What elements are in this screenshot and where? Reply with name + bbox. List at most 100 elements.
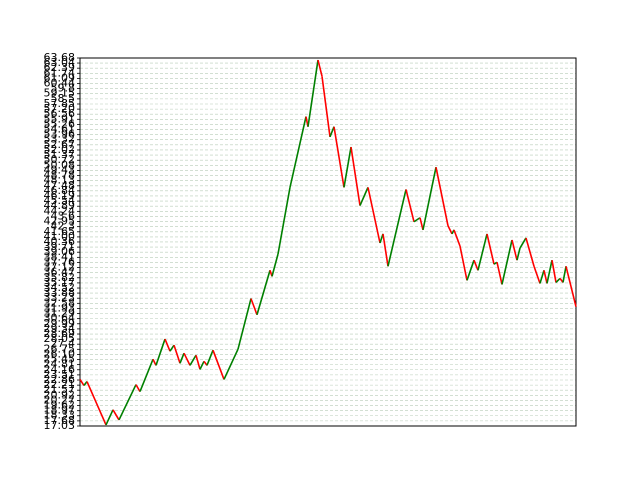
- y-tick-label: 44.89: [44, 199, 76, 212]
- line-segment: [562, 266, 567, 283]
- y-tick-label: 38.41: [44, 250, 76, 263]
- line-segment: [539, 270, 545, 284]
- line-segment: [152, 358, 157, 366]
- line-segment: [173, 344, 181, 364]
- y-tick-label: 26.10: [44, 347, 76, 360]
- y-tick-label: 35.82: [44, 271, 76, 284]
- y-tick-label: 44.24: [44, 204, 76, 217]
- y-tick-label: 42.95: [44, 215, 76, 228]
- y-tick-label: 59.8: [51, 82, 76, 95]
- line-segment: [459, 245, 468, 281]
- line-segment: [435, 167, 449, 226]
- y-tick-label: 25.45: [44, 353, 76, 366]
- y-tick-label: 50.72: [44, 153, 76, 166]
- y-tick-label: 28.69: [44, 327, 76, 340]
- line-segment: [422, 167, 437, 231]
- y-tick-label: 37.76: [44, 255, 76, 268]
- line-segment: [419, 217, 424, 231]
- y-tick-label: 62.39: [44, 61, 76, 74]
- y-tick-label: 51.37: [44, 148, 76, 161]
- y-tick-label: 39.06: [44, 245, 76, 258]
- y-tick-label: 20.92: [44, 388, 76, 401]
- y-tick-label: 48.78: [44, 169, 76, 182]
- y-tick-label: 27.4: [51, 337, 76, 350]
- line-segment: [525, 237, 535, 267]
- y-tick-label: 35.17: [44, 276, 76, 289]
- line-segment: [105, 409, 114, 426]
- line-segment: [565, 266, 577, 307]
- line-segment: [155, 338, 166, 366]
- line-segment: [496, 262, 503, 285]
- y-tick-label: 50.08: [44, 158, 76, 171]
- line-segment: [453, 229, 461, 247]
- line-segment: [256, 270, 271, 315]
- line-segment: [501, 239, 513, 285]
- line-segment: [473, 259, 479, 271]
- y-tick-label: 52.67: [44, 138, 76, 151]
- line-segment: [212, 349, 225, 380]
- y-tick-label: 26.75: [44, 342, 76, 355]
- line-segment: [289, 116, 307, 188]
- y-tick-label: 40.36: [44, 235, 76, 248]
- line-segment: [206, 349, 214, 366]
- y-tick-label: 41.00: [44, 230, 76, 243]
- y-tick-label: 48.13: [44, 174, 76, 187]
- y-tick-label: 57.85: [44, 97, 76, 110]
- y-tick-label: 45.54: [44, 194, 76, 207]
- y-tick-label: 37.12: [44, 261, 76, 274]
- line-segment: [139, 358, 154, 392]
- line-segment: [195, 355, 201, 370]
- line-segment: [79, 379, 85, 386]
- line-segment: [486, 233, 495, 265]
- y-tick-label: 53.96: [44, 128, 76, 141]
- line-segment: [307, 59, 319, 127]
- y-tick-label: 42.3: [51, 220, 76, 233]
- line-segment: [169, 344, 175, 352]
- y-tick-label: 28.05: [44, 332, 76, 345]
- y-tick-label: 54.61: [44, 123, 76, 136]
- line-segment: [477, 233, 488, 271]
- y-tick-label: 29.99: [44, 317, 76, 330]
- y-tick-label: 30.64: [44, 312, 76, 325]
- y-tick-label: 56.56: [44, 107, 76, 120]
- y-tick-label: 24.16: [44, 363, 76, 376]
- y-tick-label: 63.68: [44, 51, 76, 64]
- y-tick-label: 32.58: [44, 296, 76, 309]
- line-segment: [179, 352, 185, 364]
- y-tick-label: 41.65: [44, 225, 76, 238]
- line-segment: [277, 187, 291, 255]
- y-tick-label: 43.6: [51, 209, 76, 222]
- line-segment: [199, 360, 205, 370]
- line-segment: [223, 348, 239, 380]
- y-tick-label: 29.34: [44, 322, 76, 335]
- line-segment: [387, 189, 407, 267]
- line-segment: [466, 259, 475, 281]
- line-segment: [359, 187, 369, 206]
- line-segment: [546, 260, 553, 284]
- line-segment: [511, 239, 518, 261]
- line-segment: [317, 59, 323, 77]
- line-segment: [382, 233, 389, 267]
- line-segment: [164, 338, 171, 352]
- y-tick-label: 33.88: [44, 286, 76, 299]
- y-tick-label: 19.62: [44, 399, 76, 412]
- y-tick-label: 46.84: [44, 184, 76, 197]
- y-tick-label: 55.91: [44, 112, 76, 125]
- line-segment: [405, 189, 415, 222]
- y-tick-label: 22.86: [44, 373, 76, 386]
- y-tick-label: 47.48: [44, 179, 76, 192]
- y-tick-label: 18.97: [44, 404, 76, 417]
- line-segment: [112, 409, 120, 421]
- line-segment: [333, 126, 345, 188]
- y-tick-label: 49.43: [44, 163, 76, 176]
- y-tick-label: 21.57: [44, 383, 76, 396]
- y-tick-label: 24.81: [44, 358, 76, 371]
- y-tick-label: 63.04: [44, 56, 76, 69]
- y-tick-label: 23.51: [44, 368, 76, 381]
- line-segment: [447, 225, 453, 235]
- line-segment: [516, 247, 521, 261]
- y-tick-label: 60.44: [44, 77, 76, 90]
- y-tick-label: 31.93: [44, 301, 76, 314]
- line-segment: [118, 384, 137, 421]
